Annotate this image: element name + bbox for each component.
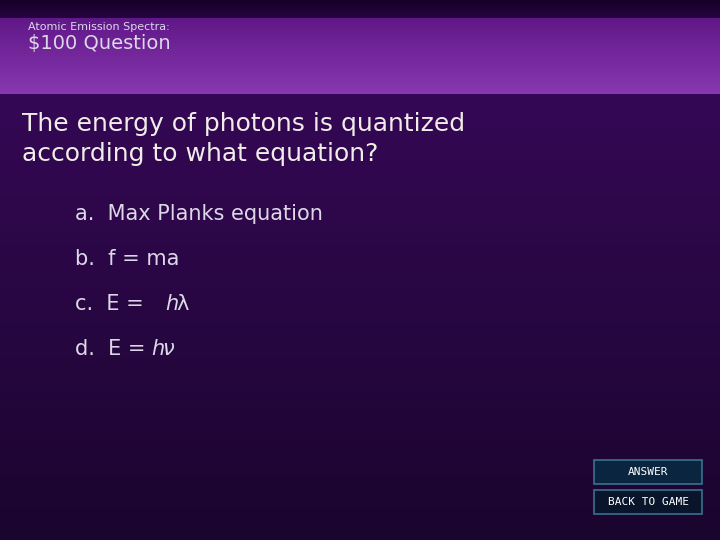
Text: h: h <box>151 339 164 359</box>
Text: $100 Question: $100 Question <box>28 34 171 53</box>
Text: h: h <box>165 294 179 314</box>
Text: The energy of photons is quantized: The energy of photons is quantized <box>22 112 465 136</box>
Text: according to what equation?: according to what equation? <box>22 142 379 166</box>
Text: b.  f = ma: b. f = ma <box>75 249 179 269</box>
Text: ν: ν <box>162 339 174 359</box>
Text: BACK TO GAME: BACK TO GAME <box>608 497 688 507</box>
Text: λ: λ <box>176 294 189 314</box>
Bar <box>594 490 702 514</box>
Text: ANSWER: ANSWER <box>628 467 668 477</box>
Text: Atomic Emission Spectra:: Atomic Emission Spectra: <box>28 22 170 32</box>
Bar <box>594 460 702 484</box>
Text: a.  Max Planks equation: a. Max Planks equation <box>75 204 323 224</box>
Text: d.  E =: d. E = <box>75 339 145 359</box>
Text: c.  E =: c. E = <box>75 294 150 314</box>
